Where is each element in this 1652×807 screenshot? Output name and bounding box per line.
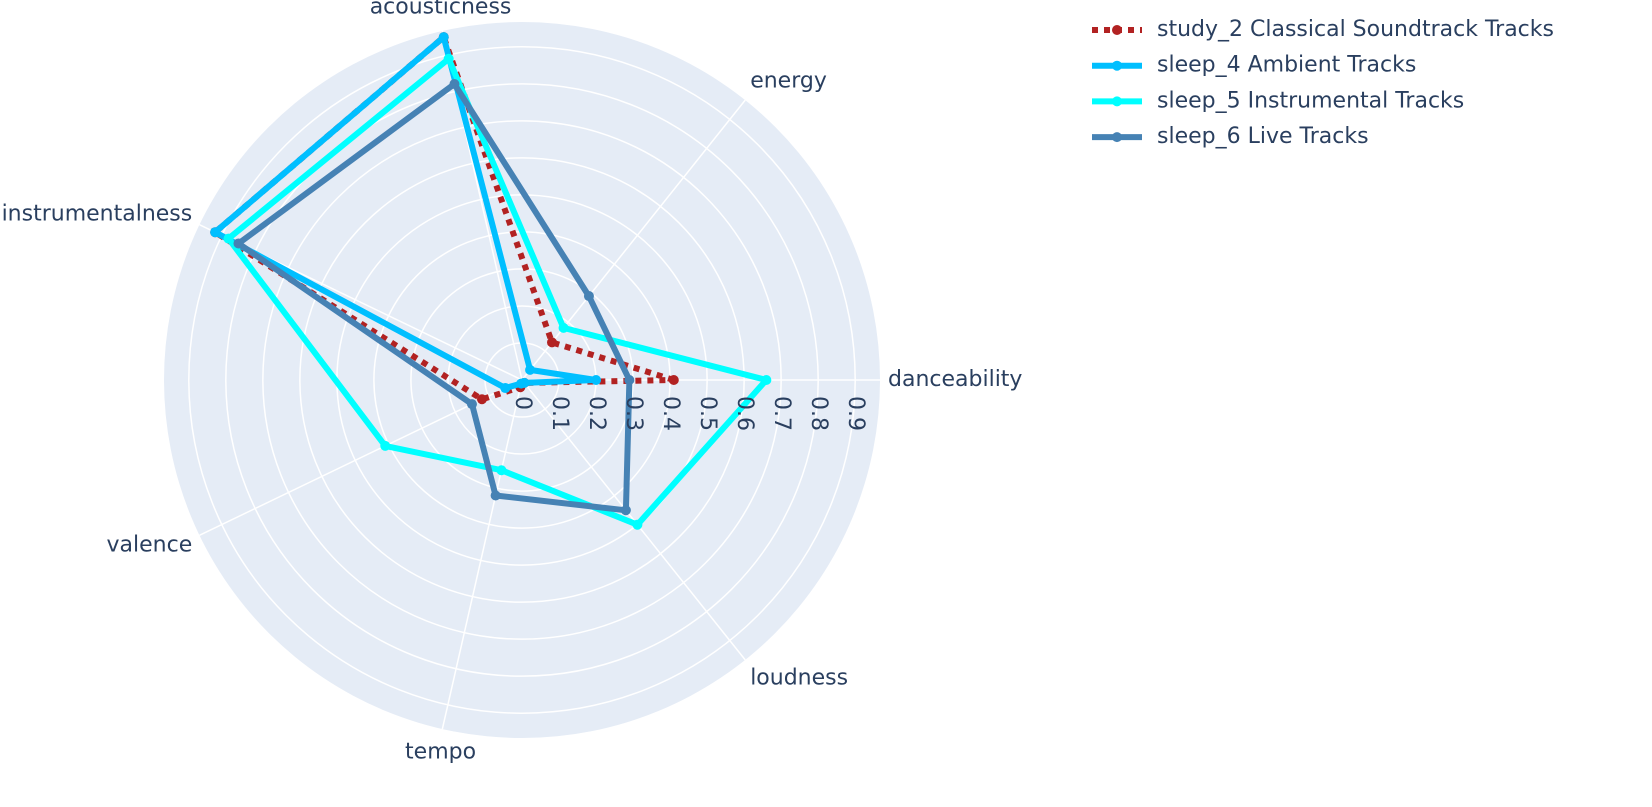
point xyxy=(476,394,487,405)
r-tick-label: 0.4 xyxy=(658,396,683,431)
series-line xyxy=(212,34,677,403)
legend-label: study_2 Classical Soundtrack Tracks xyxy=(1157,17,1554,42)
point xyxy=(449,79,460,90)
point xyxy=(223,233,234,244)
legend-marker xyxy=(1112,96,1122,107)
point xyxy=(233,238,244,249)
category-label: valence xyxy=(107,533,193,558)
legend-item: sleep_4 Ambient Tracks xyxy=(1092,53,1416,78)
point xyxy=(500,383,511,394)
r-tick-label: 0.5 xyxy=(695,396,720,431)
spoke xyxy=(521,99,746,381)
category-label: tempo xyxy=(405,739,476,764)
series-line xyxy=(225,55,770,528)
legend-item: study_2 Classical Soundtrack Tracks xyxy=(1092,17,1554,42)
category-label: instrumentalness xyxy=(2,201,193,226)
point xyxy=(761,375,772,385)
point xyxy=(490,490,501,501)
point xyxy=(443,53,454,64)
series-line xyxy=(235,81,633,514)
legend-label: sleep_4 Ambient Tracks xyxy=(1157,53,1416,78)
r-tick-label: 0.8 xyxy=(806,396,831,431)
legend-marker xyxy=(1112,25,1122,35)
legend-item: sleep_6 Live Tracks xyxy=(1092,124,1369,149)
legend-marker xyxy=(1112,60,1122,71)
category-label: energy xyxy=(750,68,827,93)
point xyxy=(466,399,477,410)
point xyxy=(591,375,602,385)
r-tick-label: 0.7 xyxy=(769,396,794,431)
point xyxy=(547,337,558,348)
point xyxy=(632,519,643,530)
legend-label: sleep_6 Live Tracks xyxy=(1157,124,1369,149)
spoke xyxy=(441,379,523,730)
point xyxy=(519,377,530,388)
point xyxy=(210,227,221,238)
category-label: danceability xyxy=(888,367,1022,392)
point xyxy=(620,505,631,516)
point xyxy=(583,291,594,302)
legend-marker xyxy=(1112,132,1122,143)
category-label: loudness xyxy=(750,666,848,691)
legend-item: sleep_5 Instrumental Tracks xyxy=(1092,88,1464,113)
r-tick-label: 0.6 xyxy=(732,396,757,431)
point xyxy=(438,32,449,43)
point xyxy=(525,364,536,375)
point xyxy=(558,322,569,333)
r-tick-label: 0.9 xyxy=(843,396,868,431)
point xyxy=(380,440,391,451)
point xyxy=(496,465,507,476)
r-tick-label: 0.1 xyxy=(547,396,572,431)
r-tick-label: 0 xyxy=(510,396,535,410)
r-tick-label: 0.3 xyxy=(621,396,646,431)
r-tick-label: 0.2 xyxy=(584,396,609,431)
category-label: acousticness xyxy=(370,0,512,20)
point xyxy=(624,375,635,385)
point xyxy=(668,375,679,385)
legend-label: sleep_5 Instrumental Tracks xyxy=(1157,88,1464,113)
